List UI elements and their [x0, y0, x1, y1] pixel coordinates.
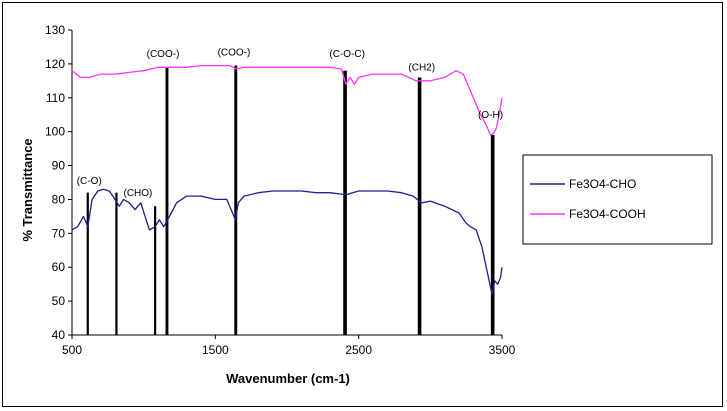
peak-marker-lines: [86, 65, 495, 335]
y-tick-label: 40: [52, 328, 66, 342]
y-tick-label: 50: [52, 294, 66, 308]
peak-label: (COO-): [147, 49, 180, 60]
peak-label: (O-H): [478, 110, 503, 121]
peak-label: (CH2): [408, 63, 435, 74]
y-tick-label: 130: [45, 23, 65, 37]
y-tick-label: 110: [46, 91, 65, 105]
series-line-fe3o4-cooh: [71, 64, 503, 136]
x-tick-label: 500: [62, 343, 82, 357]
y-tick-label: 60: [52, 260, 66, 274]
y-axis-title: % Transmittance: [20, 138, 35, 241]
peak-label: (COO-): [218, 47, 251, 58]
y-tick-label: 120: [45, 57, 65, 71]
legend-label-cooh: Fe3O4-COOH: [569, 207, 646, 221]
peak-annotations: (C-O) (CHO) (COO-) (COO-) (C-O-C) (CH2) (O-H): [77, 47, 503, 199]
y-tick-label: 90: [52, 159, 66, 173]
x-tick-label: 1500: [202, 343, 229, 357]
peak-label: (C-O-C): [329, 49, 365, 60]
y-tick-label: 70: [52, 226, 66, 240]
x-tick-label: 3500: [489, 343, 516, 357]
legend-label-cho: Fe3O4-CHO: [569, 177, 636, 191]
x-axis: 500 1500 2500 3500: [62, 334, 516, 357]
y-tick-label: 80: [52, 192, 66, 206]
peak-label: (CHO): [123, 188, 152, 199]
x-axis-title: Wavenumber (cm-1): [226, 371, 350, 386]
peak-label: (C-O): [77, 176, 102, 187]
series-lines: [71, 64, 503, 295]
y-tick-label: 100: [45, 125, 65, 139]
legend-box: [522, 154, 713, 245]
legend: Fe3O4-CHO Fe3O4-COOH: [522, 154, 713, 245]
series-line-fe3o4-cho: [71, 188, 503, 295]
x-tick-label: 2500: [345, 343, 372, 357]
y-axis: 40 50 60 70 80 90 100 110 120 130: [45, 23, 73, 342]
